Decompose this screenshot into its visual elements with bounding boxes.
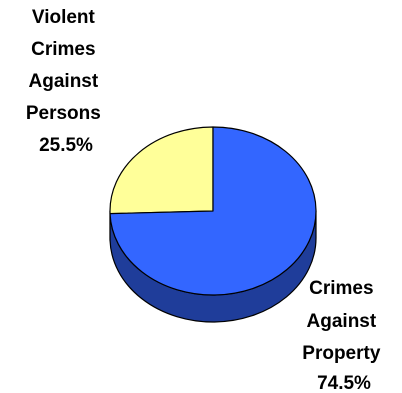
data-label-persons-line-3: Against xyxy=(29,71,99,92)
data-label-property-value: 74.5% xyxy=(317,373,371,393)
data-label-persons-line-1: Violent xyxy=(32,7,96,28)
pie-slice-persons xyxy=(109,126,214,215)
data-label-persons-line-2: Crimes xyxy=(31,39,95,60)
data-label-property-line-3: Property xyxy=(302,343,381,364)
data-label-property: Crimes Against Property 74.5% xyxy=(302,278,385,393)
pie-slices xyxy=(109,126,317,323)
pie-slice-property xyxy=(109,126,317,296)
data-label-persons-line-4: Persons xyxy=(26,103,101,124)
data-label-persons: Violent Crimes Against Persons 25.5% xyxy=(26,7,106,156)
data-label-persons-value: 25.5% xyxy=(39,135,93,156)
data-label-property-line-2: Against xyxy=(307,311,377,332)
data-label-property-line-1: Crimes xyxy=(309,278,373,299)
